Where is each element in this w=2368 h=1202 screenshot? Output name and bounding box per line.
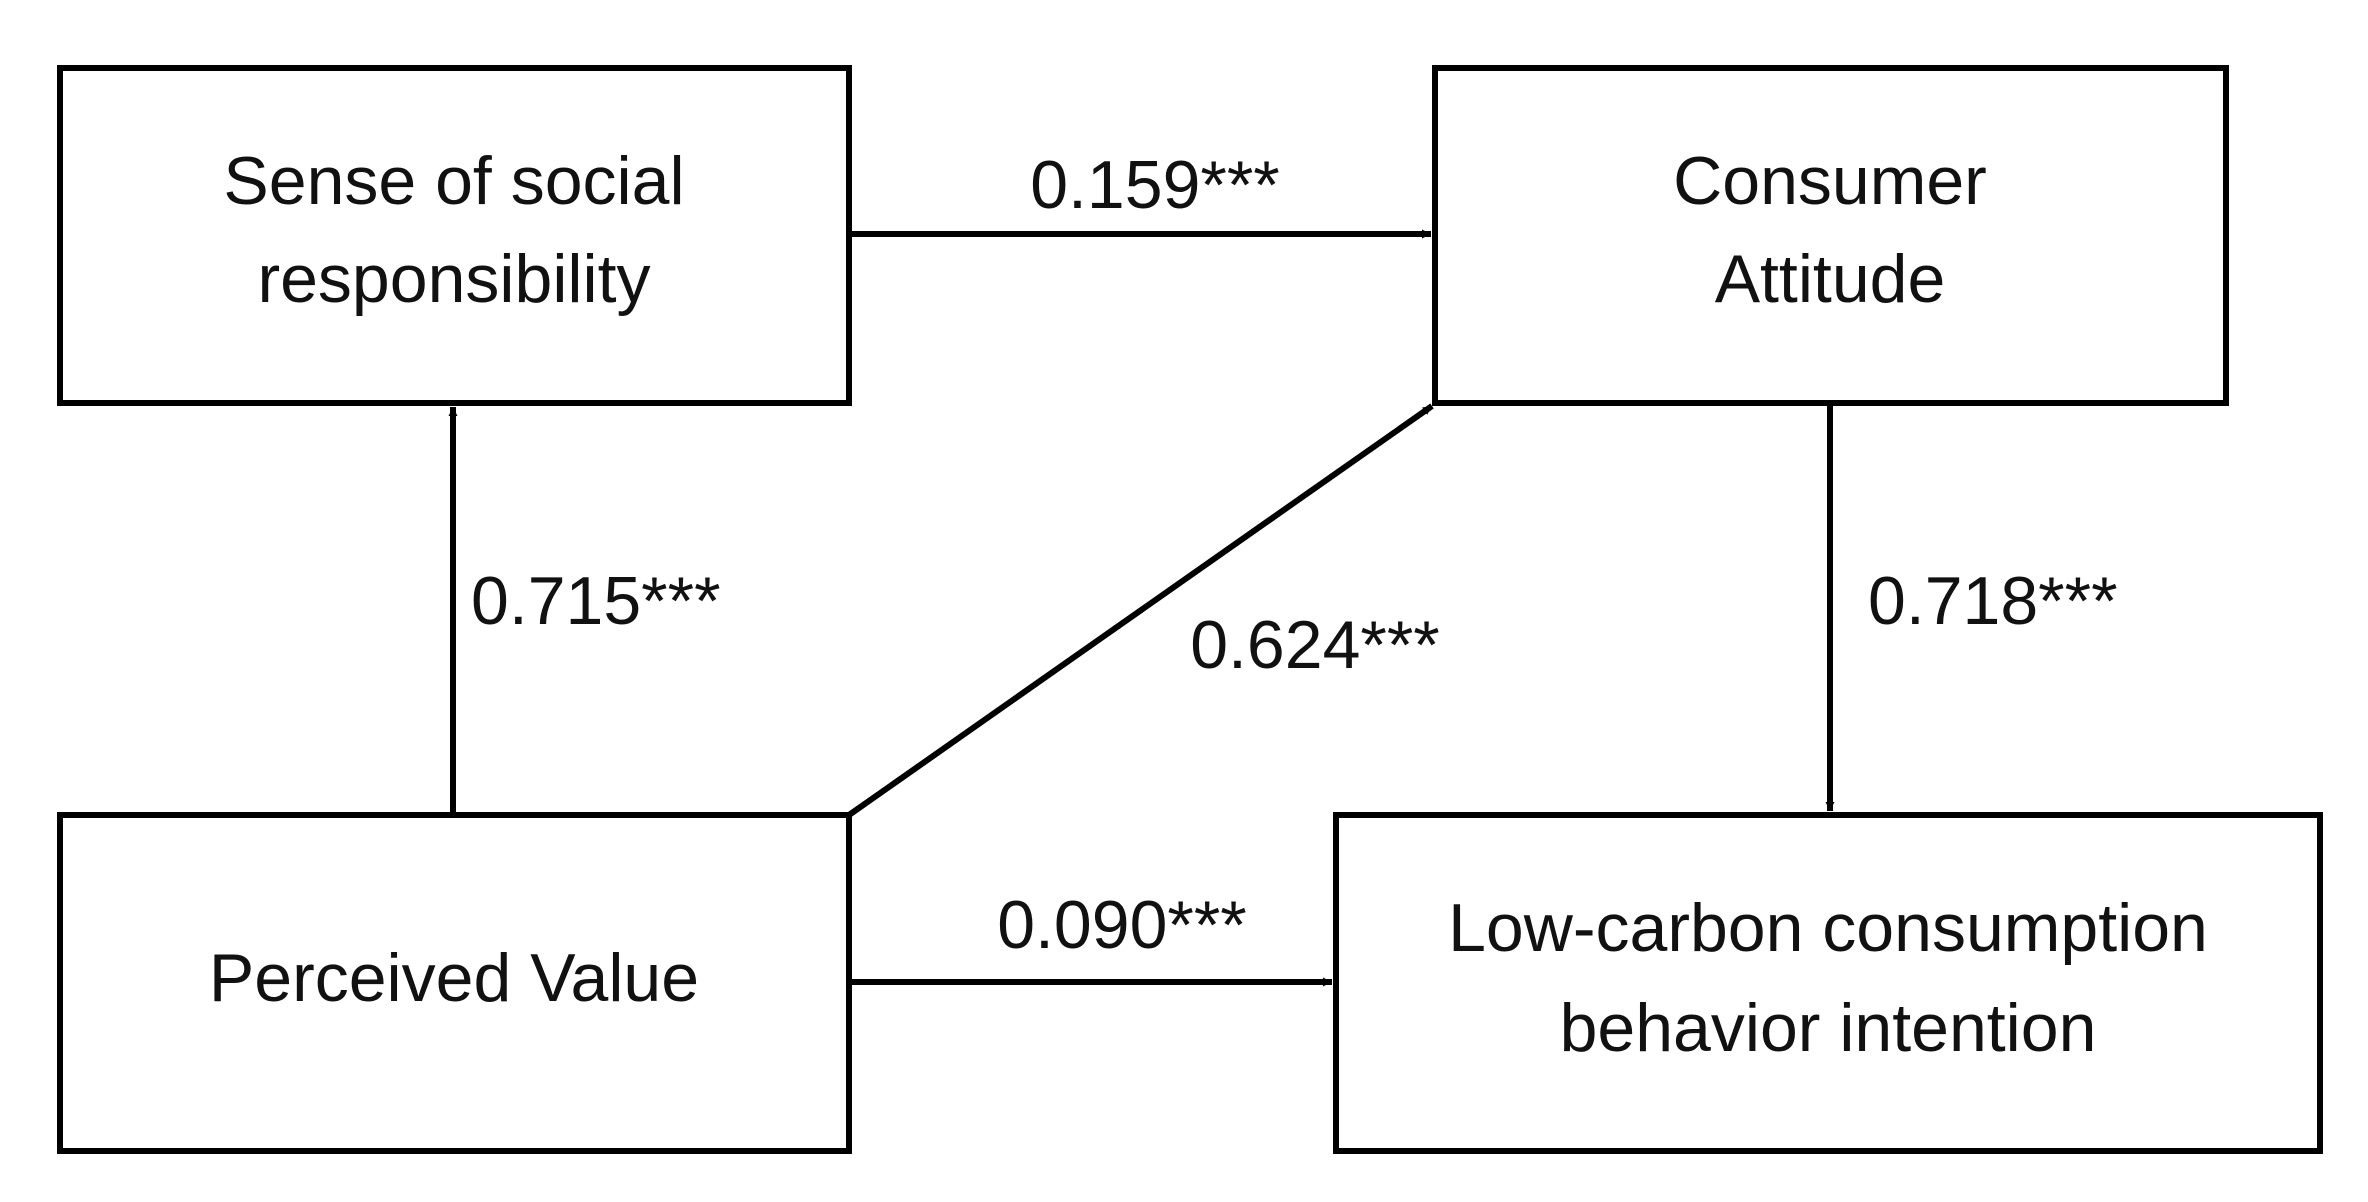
edge-label: 0.718***	[1868, 563, 2118, 639]
node-box	[1432, 65, 2229, 406]
node-label: Consumer	[1673, 143, 1987, 219]
arrow	[847, 403, 1434, 818]
node-box	[1333, 812, 2323, 1154]
edge-label: 0.090***	[997, 887, 1247, 963]
node-label: Attitude	[1715, 241, 1946, 317]
edge-labels: 0.159*** 0.715*** 0.624*** 0.718*** 0.09…	[471, 147, 2118, 963]
node-label: Sense of social	[223, 143, 684, 219]
node-box	[57, 812, 852, 1154]
node-label: responsibility	[257, 241, 650, 317]
node-label: Low-carbon consumption	[1448, 890, 2208, 966]
arrows	[448, 229, 1835, 987]
node-label: Perceived Value	[209, 940, 699, 1016]
boxes: Sense of social responsibility Consumer …	[57, 65, 2323, 1154]
edge-label: 0.715***	[471, 563, 721, 639]
node-box	[57, 65, 852, 406]
node-label: behavior intention	[1560, 990, 2097, 1066]
edge-label: 0.624***	[1190, 607, 1440, 683]
edge-label: 0.159***	[1030, 147, 1280, 223]
